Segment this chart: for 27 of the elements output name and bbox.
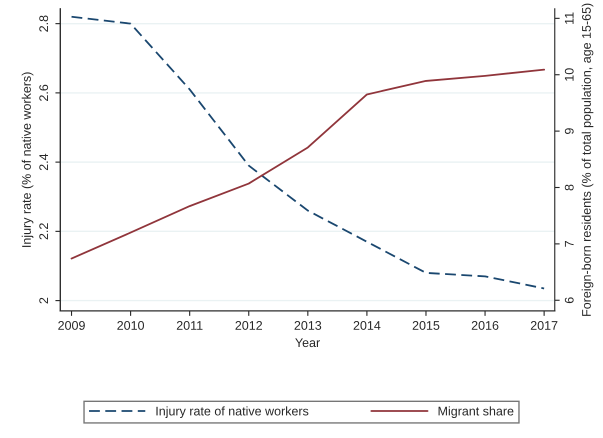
y-axis-title: Injury rate (% of native workers) xyxy=(22,72,34,247)
x-tick-label: 2016 xyxy=(472,321,498,330)
y2-tick-label: 6 xyxy=(564,297,574,304)
y-tick-label: 2 xyxy=(39,298,48,304)
legend-label: Injury rate of native workers xyxy=(156,406,308,418)
y2-tick-label: 11 xyxy=(564,12,574,24)
x-tick-label: 2014 xyxy=(354,321,380,330)
y2-tick-label: 10 xyxy=(564,68,574,81)
x-tick-label: 2012 xyxy=(235,321,262,330)
y2-axis-title: Foreign-born residents (% of total population, age 15-65) xyxy=(582,4,594,316)
legend-label: Migrant share xyxy=(438,406,514,418)
y2-tick-label: 8 xyxy=(564,184,574,190)
x-tick-label: 2009 xyxy=(58,321,85,330)
x-tick-label: 2015 xyxy=(412,321,440,330)
line-series xyxy=(70,16,546,290)
x-tick-label: 2017 xyxy=(530,321,558,330)
x-tick-label: 2011 xyxy=(176,321,203,330)
y-tick-label: 2.6 xyxy=(39,84,48,101)
y-tick-label: 2.4 xyxy=(39,154,48,170)
x-tick-label: 2013 xyxy=(294,321,322,330)
line-series xyxy=(70,68,546,260)
y-tick-label: 2.8 xyxy=(39,16,48,32)
y2-tick-label: 9 xyxy=(564,128,574,134)
x-tick-label: 2010 xyxy=(117,321,144,330)
y-tick-label: 2.2 xyxy=(39,223,48,240)
y2-tick-label: 7 xyxy=(564,241,574,247)
x-axis-title: Year xyxy=(295,338,320,348)
